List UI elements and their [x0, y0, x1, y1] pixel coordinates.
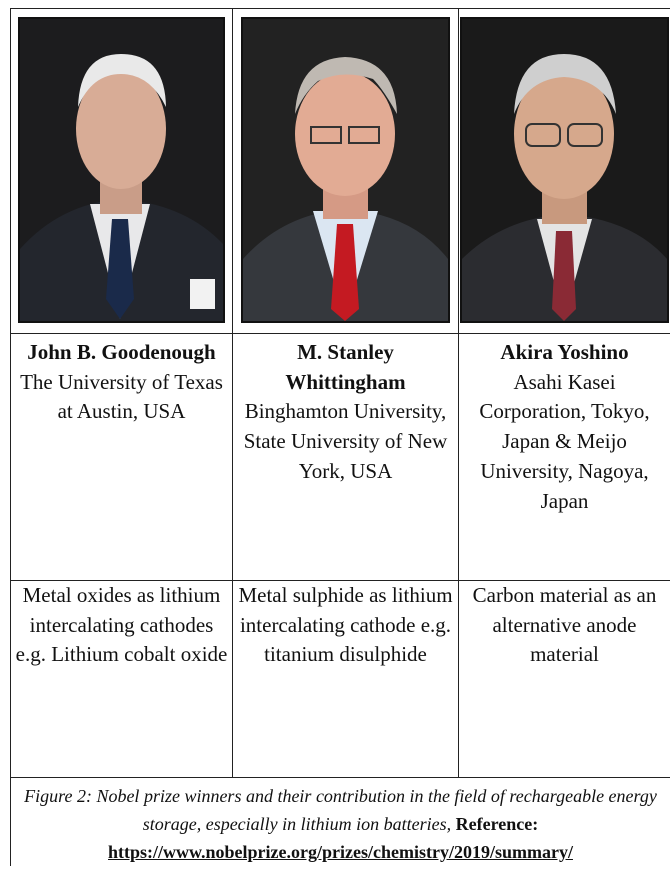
affiliation: Binghamton University, State University …: [243, 399, 448, 483]
caption-row: Figure 2: Nobel prize winners and their …: [10, 777, 670, 866]
affiliation: Asahi Kasei Corporation, Tokyo, Japan & …: [479, 369, 650, 513]
contribution: Metal oxides as lithium intercalating ca…: [10, 580, 233, 778]
reference-label: Reference:: [455, 814, 539, 834]
contribution-row: Metal oxides as lithium intercalating ca…: [10, 580, 670, 778]
photo-cell: [232, 8, 459, 334]
name-cell: John B. Goodenough The University of Texa…: [10, 333, 233, 581]
laureate-name: Akira Yoshino: [500, 340, 629, 364]
nobel-table: John B. Goodenough The University of Texa…: [10, 8, 670, 866]
portrait: [18, 17, 225, 323]
contribution: Carbon material as an alternative anode …: [458, 580, 670, 778]
reference-link[interactable]: https://www.nobelprize.org/prizes/chemis…: [108, 842, 573, 862]
laureate-name: John B. Goodenough: [27, 340, 216, 364]
caption-text: Figure 2: Nobel prize winners and their …: [24, 786, 657, 834]
caption: Figure 2: Nobel prize winners and their …: [10, 777, 670, 866]
photo-cell: [458, 8, 670, 334]
name-cell: M. Stanley Whittingham Binghamton Univers…: [232, 333, 459, 581]
name-cell: Akira Yoshino Asahi Kasei Corporation, To…: [458, 333, 670, 581]
contribution: Metal sulphide as lithium intercalating …: [232, 580, 459, 778]
photo-cell: [10, 8, 233, 334]
photo-row: [10, 8, 670, 334]
portrait: [460, 17, 669, 323]
portrait: [241, 17, 450, 323]
affiliation: The University of Texas at Austin, USA: [20, 369, 223, 424]
laureate-name: M. Stanley Whittingham: [285, 340, 406, 394]
names-row: John B. Goodenough The University of Texa…: [10, 333, 670, 581]
